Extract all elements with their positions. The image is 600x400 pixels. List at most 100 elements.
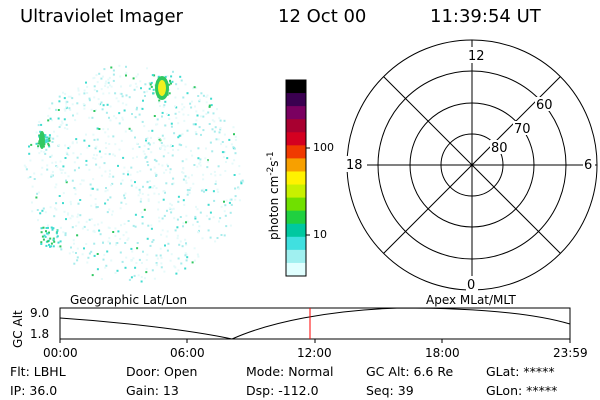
uv-pixel xyxy=(40,227,43,230)
uv-pixel xyxy=(205,95,208,98)
uv-pixel xyxy=(93,85,96,88)
uv-pixel xyxy=(123,197,126,200)
uv-pixel xyxy=(200,115,202,118)
uv-pixel xyxy=(231,162,234,165)
uv-pixel xyxy=(52,174,54,177)
uv-pixel xyxy=(123,222,126,225)
uv-pixel xyxy=(178,111,181,113)
uv-pixel xyxy=(174,229,177,232)
uv-pixel xyxy=(48,243,50,246)
uv-pixel xyxy=(196,253,199,256)
uv-pixel xyxy=(179,216,182,218)
uv-pixel xyxy=(86,146,89,149)
uv-pixel xyxy=(90,108,93,111)
uv-pixel xyxy=(95,145,98,148)
uv-pixel xyxy=(96,127,99,130)
uv-pixel xyxy=(219,127,222,129)
colorbar-swatch xyxy=(286,93,306,107)
uv-pixel xyxy=(51,141,54,143)
uv-pixel xyxy=(207,159,209,162)
uv-pixel xyxy=(132,224,135,227)
uv-pixel xyxy=(136,106,138,109)
uv-pixel xyxy=(149,83,152,86)
uv-pixel xyxy=(46,224,49,227)
uv-pixel xyxy=(232,126,235,129)
uv-pixel xyxy=(103,253,106,256)
uv-pixel xyxy=(145,139,147,142)
uv-pixel xyxy=(65,151,68,154)
uv-pixel xyxy=(132,77,135,80)
uv-pixel xyxy=(187,191,189,194)
uv-pixel xyxy=(48,134,51,137)
uv-pixel xyxy=(159,247,162,250)
uv-pixel xyxy=(47,140,50,143)
uv-pixel xyxy=(216,188,219,191)
colorbar-swatch xyxy=(286,171,306,186)
glat-info: GLat: ***** xyxy=(486,364,555,379)
uv-pixel xyxy=(202,188,205,191)
uv-pixel xyxy=(53,130,55,133)
uv-pixel xyxy=(81,227,84,230)
uv-pixel xyxy=(158,138,161,141)
uv-pixel xyxy=(217,191,220,193)
uv-pixel xyxy=(35,142,38,145)
uv-pixel xyxy=(161,115,163,118)
uv-pixel xyxy=(109,105,112,108)
uv-pixel xyxy=(55,208,58,211)
uv-pixel xyxy=(108,169,111,172)
uv-pixel xyxy=(163,104,166,107)
uv-pixel xyxy=(58,195,61,197)
uv-pixel xyxy=(209,141,212,144)
x-tick-1800: 18:00 xyxy=(425,346,460,360)
uv-pixel xyxy=(105,264,108,267)
uv-pixel xyxy=(88,168,91,171)
uv-pixel xyxy=(71,179,74,182)
uv-pixel xyxy=(47,144,50,147)
uv-pixel xyxy=(31,201,33,204)
uv-pixel xyxy=(191,261,194,264)
uv-pixel xyxy=(102,258,105,261)
uv-pixel xyxy=(172,177,175,180)
uv-pixel xyxy=(98,72,101,75)
uv-pixel xyxy=(122,234,125,237)
uv-pixel xyxy=(79,183,82,186)
uv-pixel xyxy=(76,247,79,250)
uv-pixel xyxy=(49,117,52,120)
uv-pixel xyxy=(240,182,243,185)
uv-pixel xyxy=(196,208,199,211)
uv-pixel xyxy=(152,88,155,91)
uv-pixel xyxy=(31,210,34,213)
uv-pixel xyxy=(200,189,203,192)
uv-pixel xyxy=(148,180,151,183)
uv-pixel xyxy=(145,155,148,158)
uv-pixel xyxy=(219,119,222,122)
uv-pixel xyxy=(156,123,159,126)
uv-pixel xyxy=(185,242,187,245)
uv-pixel xyxy=(131,250,134,253)
uv-pixel xyxy=(234,198,237,201)
uv-pixel xyxy=(117,164,119,167)
uv-pixel xyxy=(64,171,67,174)
uv-pixel xyxy=(140,211,143,214)
uv-pixel xyxy=(174,266,177,269)
uv-pixel xyxy=(124,73,127,76)
uv-pixel xyxy=(209,236,212,239)
uv-pixel xyxy=(121,95,124,98)
uv-pixel xyxy=(40,123,43,126)
uv-pixel xyxy=(184,238,187,241)
uv-pixel xyxy=(33,172,36,175)
uv-pixel xyxy=(72,239,75,242)
uv-pixel xyxy=(233,159,236,162)
uv-pixel xyxy=(174,96,177,99)
uv-pixel xyxy=(135,108,138,111)
uv-pixel xyxy=(212,216,215,219)
uv-pixel xyxy=(182,167,185,170)
uv-pixel xyxy=(161,134,164,137)
uv-pixel xyxy=(242,181,245,183)
uv-pixel xyxy=(45,230,47,233)
uv-pixel xyxy=(134,181,136,184)
uv-pixel xyxy=(136,142,139,145)
uv-pixel xyxy=(205,214,208,217)
uv-pixel xyxy=(164,75,167,78)
x-tick-0000: 00:00 xyxy=(43,346,78,360)
